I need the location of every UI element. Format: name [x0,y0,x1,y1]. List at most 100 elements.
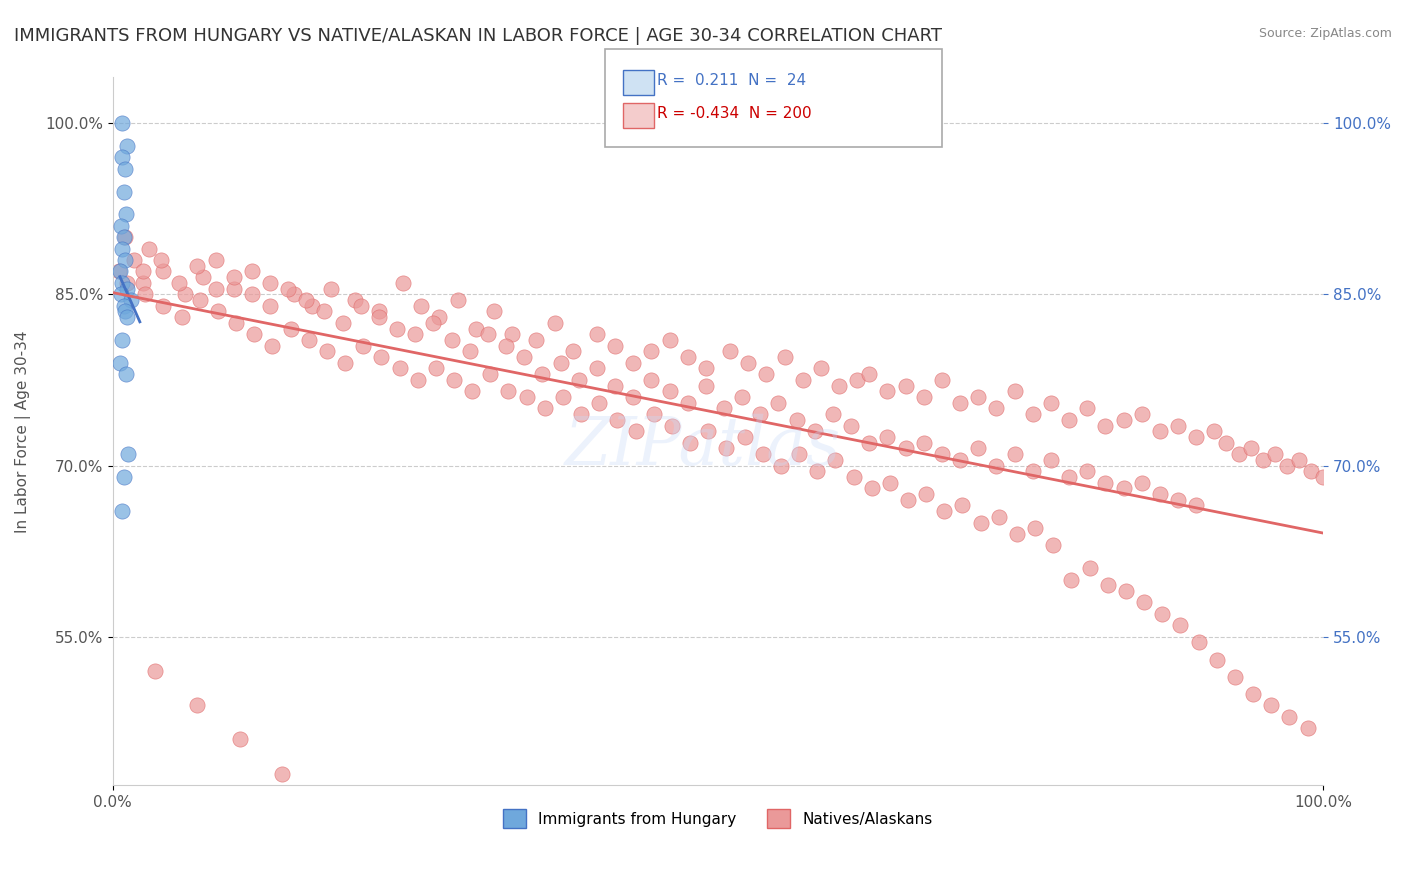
Point [986,401,1008,416]
Point [1024,521,1046,535]
Point [277,282,299,296]
Point [114,230,136,244]
Point [411,299,433,313]
Point [1185,430,1208,444]
Point [621,356,644,370]
Point [821,407,844,421]
Point [1288,452,1310,467]
Point [621,390,644,404]
Point [425,361,447,376]
Point [314,304,336,318]
Point [225,316,247,330]
Point [152,299,174,313]
Point [543,316,565,330]
Point [713,401,735,416]
Point [846,373,869,387]
Point [240,287,263,301]
Point [115,282,138,296]
Point [495,339,517,353]
Point [894,378,917,392]
Point [1296,721,1319,735]
Point [446,293,468,307]
Point [1042,538,1064,552]
Point [111,116,134,130]
Point [134,287,156,301]
Legend: Immigrants from Hungary, Natives/Alaskans: Immigrants from Hungary, Natives/Alaskan… [498,803,939,834]
Point [737,356,759,370]
Point [603,339,626,353]
Point [283,287,305,301]
Point [388,361,411,376]
Point [1060,573,1083,587]
Text: R = -0.434  N = 200: R = -0.434 N = 200 [657,106,811,120]
Point [1076,401,1098,416]
Point [392,276,415,290]
Point [193,270,215,285]
Point [661,418,683,433]
Point [810,361,832,376]
Point [1264,447,1286,461]
Point [524,333,547,347]
Point [1149,424,1171,438]
Point [516,390,538,404]
Point [1094,418,1116,433]
Point [112,230,135,244]
Point [858,435,880,450]
Point [1301,464,1323,478]
Point [343,293,366,307]
Point [115,139,138,153]
Point [298,333,321,347]
Point [1097,578,1119,592]
Point [332,316,354,330]
Point [1130,407,1153,421]
Point [461,384,484,399]
Point [894,442,917,456]
Point [1022,407,1045,421]
Point [858,368,880,382]
Point [533,401,555,416]
Point [115,207,138,221]
Point [1205,652,1227,666]
Point [551,390,574,404]
Point [676,350,699,364]
Point [204,253,226,268]
Point [676,395,699,409]
Point [222,282,245,296]
Point [114,253,136,268]
Point [108,356,131,370]
Point [824,452,846,467]
Point [186,698,208,713]
Point [768,395,790,409]
Point [107,264,129,278]
Point [773,350,796,364]
Point [204,282,226,296]
Point [464,321,486,335]
Point [731,390,754,404]
Point [679,435,702,450]
Point [658,333,681,347]
Point [319,282,342,296]
Point [1312,470,1334,484]
Point [1115,584,1137,599]
Point [934,504,956,518]
Point [1094,475,1116,490]
Point [876,430,898,444]
Point [531,368,554,382]
Point [1133,595,1156,609]
Point [695,378,717,392]
Point [1223,670,1246,684]
Point [586,361,609,376]
Point [643,407,665,421]
Point [368,310,391,325]
Point [1241,687,1264,701]
Point [876,384,898,399]
Point [111,504,134,518]
Point [406,373,429,387]
Point [839,418,862,433]
Point [1227,447,1250,461]
Point [479,368,502,382]
Point [124,253,146,268]
Point [1005,527,1028,541]
Point [828,378,851,392]
Point [751,447,773,461]
